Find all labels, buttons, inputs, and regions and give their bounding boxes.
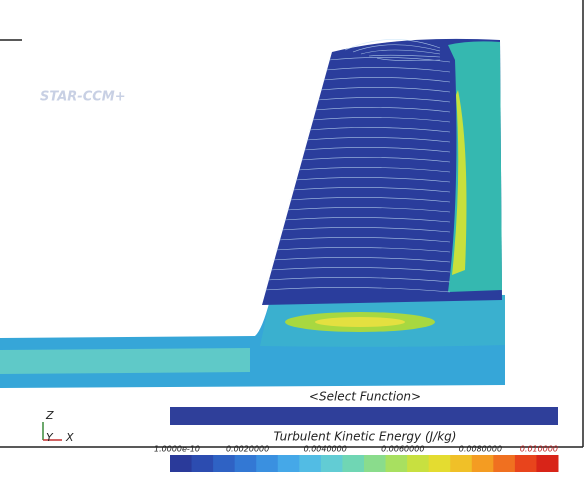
colorbar-segment	[299, 455, 321, 472]
triad-label: Z	[45, 409, 54, 422]
colorbar-segment	[472, 455, 494, 472]
colorbar-segment	[278, 455, 300, 472]
colorbar-segment	[321, 455, 343, 472]
triad-label: X	[65, 431, 74, 444]
colorbar-segment	[213, 455, 235, 472]
function-selector[interactable]	[170, 407, 558, 425]
colorbar-segment	[192, 455, 214, 472]
colorbar-segment	[493, 455, 515, 472]
colorbar-segment	[515, 455, 537, 472]
colorbar-segment	[170, 455, 192, 472]
colorbar-title: Turbulent Kinetic Energy (J/kg)	[274, 430, 457, 444]
colorbar-segment	[364, 455, 386, 472]
colorbar-segment	[342, 455, 364, 472]
colorbar-segment	[429, 455, 451, 472]
colorbar-tick-label: 1.0000e-10	[154, 445, 200, 454]
colorbar-segment	[386, 455, 408, 472]
colorbar-tick-label: 0.0020000	[226, 445, 269, 454]
colorbar-segment	[256, 455, 278, 472]
colorbar-tick-label: 0.0060000	[381, 445, 424, 454]
viewport: STAR-CCM+ <Select Function> Turbulent Ki…	[0, 0, 587, 477]
colorbar-tick-label: 0.0040000	[304, 445, 347, 454]
colorbar-segment	[407, 455, 429, 472]
watermark: STAR-CCM+	[40, 90, 126, 105]
colorbar-tick-label: 0.0080000	[459, 445, 502, 454]
wing-band	[0, 348, 250, 374]
colorbar-segment	[536, 455, 558, 472]
colorbar-segment	[235, 455, 257, 472]
fillet-core	[315, 317, 405, 327]
colorbar-segment	[450, 455, 472, 472]
function-selector-label: <Select Function>	[309, 390, 421, 404]
colorbar-tick-label: 0.010000	[520, 445, 558, 454]
